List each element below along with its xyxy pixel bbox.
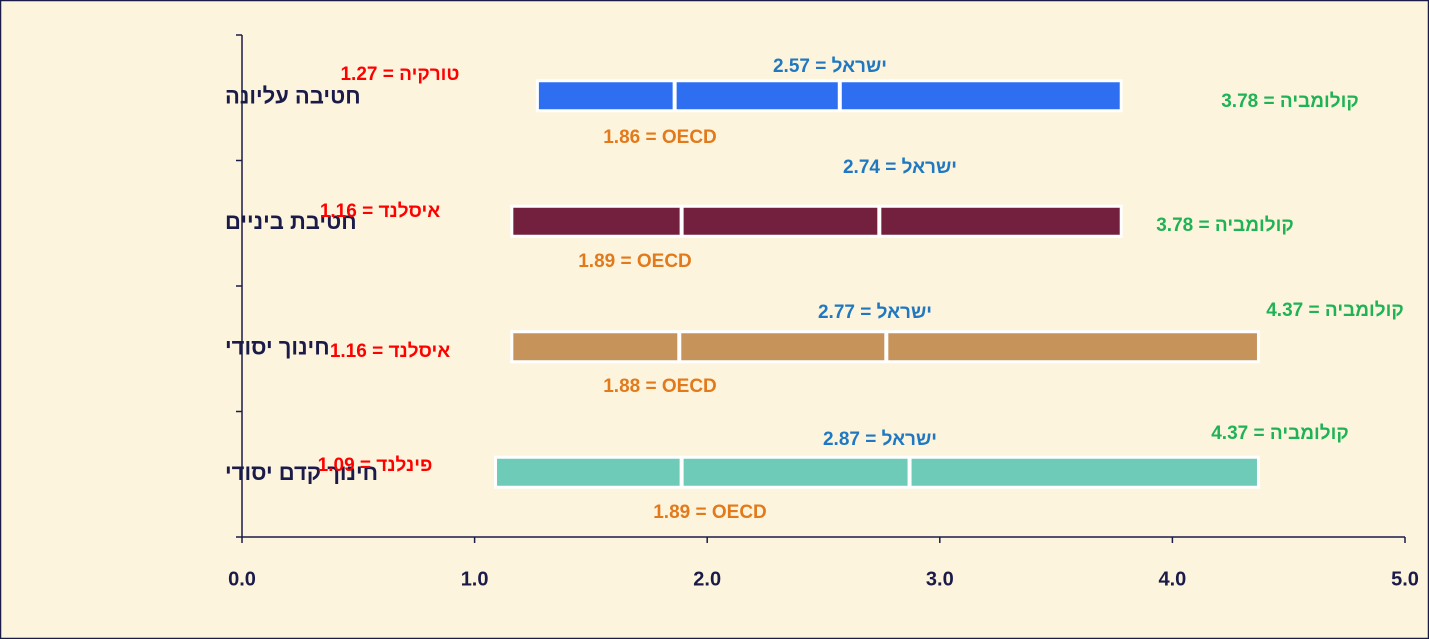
value-label: פינלנד = 1.09 [318, 455, 433, 476]
range-bar [494, 455, 1260, 489]
x-tick-label: 2.0 [693, 568, 721, 590]
category-label: חטיבת ביניים [225, 209, 357, 234]
value-label: קולומביה = 4.37 [1211, 423, 1349, 444]
value-label: 1.89 = OECD [653, 502, 767, 523]
value-label: ישראל = 2.74 [843, 157, 957, 178]
value-label: טורקיה = 1.27 [340, 64, 459, 85]
value-label: ישראל = 2.77 [818, 302, 932, 323]
value-label: ישראל = 2.87 [823, 429, 937, 450]
range-bar [510, 204, 1123, 238]
category-label: חטיבה עליונה [225, 84, 361, 109]
value-label: ישראל = 2.57 [773, 56, 887, 77]
value-label: קולומביה = 4.37 [1266, 300, 1404, 321]
value-label: 1.88 = OECD [603, 376, 717, 397]
value-label: איסלנד = 1.16 [320, 201, 440, 222]
x-tick-label: 0.0 [228, 568, 256, 590]
value-label: קולומביה = 3.78 [1221, 91, 1359, 112]
x-tick-label: 1.0 [461, 568, 489, 590]
category-label: חינוך יסודי [225, 335, 330, 360]
x-tick-label: 3.0 [926, 568, 954, 590]
category-label: חינוך קדם יסודי [225, 460, 378, 485]
value-label: 1.89 = OECD [578, 251, 692, 272]
value-label: קולומביה = 3.78 [1156, 215, 1294, 236]
x-tick-label: 5.0 [1391, 568, 1419, 590]
x-tick-label: 4.0 [1158, 568, 1186, 590]
value-label: 1.86 = OECD [603, 127, 717, 148]
range-bar [535, 79, 1123, 113]
value-label: איסלנד = 1.16 [330, 341, 450, 362]
